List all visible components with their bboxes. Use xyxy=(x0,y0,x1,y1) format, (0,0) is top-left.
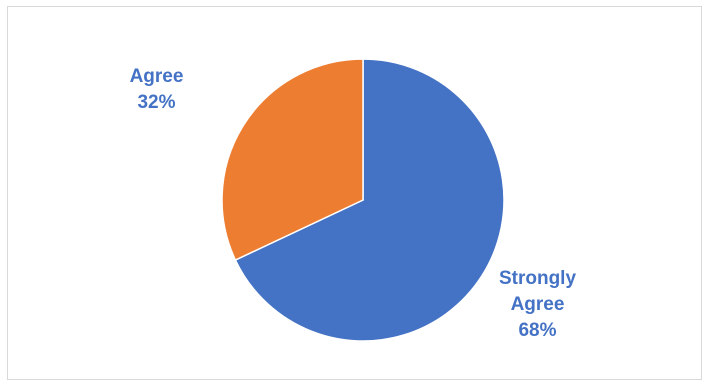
pie-slice-agree xyxy=(221,58,364,262)
slice-label-agree: Agree 32% xyxy=(104,64,209,116)
pie-slices xyxy=(221,58,505,342)
slice-label-strongly-agree: Strongly Agree 68% xyxy=(485,266,590,344)
slice-label-agree-percent: 32% xyxy=(137,92,176,113)
slice-label-strongly-agree-name-line2: Agree xyxy=(510,294,565,315)
slice-label-strongly-agree-name-line1: Strongly xyxy=(498,268,577,289)
slice-label-strongly-agree-percent: 68% xyxy=(518,320,557,341)
slice-label-agree-name: Agree xyxy=(129,66,184,87)
pie-slice-strongly-agree xyxy=(234,58,505,342)
